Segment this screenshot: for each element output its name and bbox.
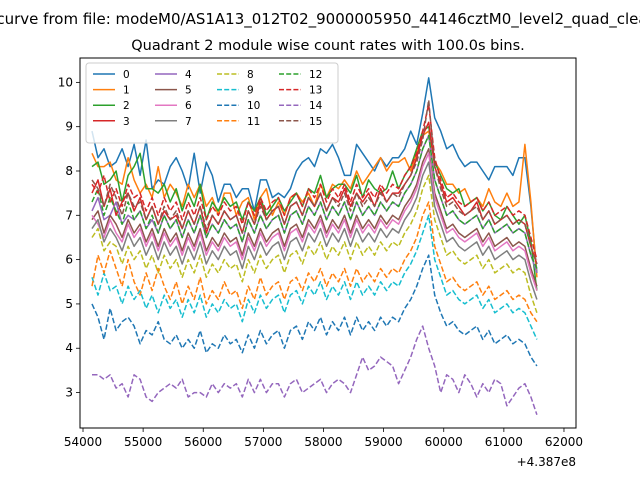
legend-frame: [85, 62, 339, 144]
legend-label-14: 14: [309, 100, 323, 112]
y-axis: 3 4 5 6 7 8 9 10: [58, 75, 80, 400]
y-tick-label: 6: [65, 253, 73, 267]
y-tick-label: 4: [65, 341, 73, 355]
legend-label-9: 9: [247, 85, 254, 97]
legend-label-13: 13: [309, 85, 322, 97]
y-tick-label: 10: [58, 75, 73, 89]
series-line-3: [91, 121, 538, 265]
x-tick-label: 59000: [365, 435, 403, 449]
y-tick-label: 8: [65, 164, 73, 178]
series-line-15: [91, 99, 538, 265]
legend-label-15: 15: [309, 116, 322, 128]
series-line-14: [92, 325, 538, 415]
y-tick-label: 7: [65, 208, 73, 222]
x-axis: 54000 55000 56000 57000 58000 59000 60000 61000…: [64, 428, 583, 449]
x-tick-label: 58000: [304, 435, 342, 449]
legend-label-8: 8: [247, 69, 254, 81]
x-tick-label: 60000: [425, 435, 463, 449]
series-line-2: [91, 125, 538, 291]
legend-label-1: 1: [123, 85, 130, 97]
y-tick-label: 9: [65, 120, 73, 134]
series-line-12: [91, 134, 538, 269]
legend-label-6: 6: [185, 100, 192, 112]
x-tick-label: 57000: [244, 435, 282, 449]
y-tick-label: 3: [65, 386, 73, 400]
x-tick-label: 56000: [184, 435, 222, 449]
x-offset-label: +4.387e8: [517, 455, 576, 469]
legend-label-12: 12: [309, 69, 322, 81]
chart-title: Quadrant 2 module wise count rates with …: [131, 38, 525, 54]
x-tick-label: 54000: [64, 435, 102, 449]
series-line-0: [91, 77, 538, 273]
plot-frame: [79, 57, 577, 429]
legend-label-7: 7: [185, 116, 192, 128]
series-line-10: [91, 254, 538, 367]
x-tick-label: 61000: [485, 435, 523, 449]
series-line-6: [91, 152, 538, 291]
x-tick-label: 55000: [124, 435, 162, 449]
series-line-8: [91, 174, 538, 314]
legend-label-4: 4: [185, 69, 192, 81]
legend-label-5: 5: [185, 85, 192, 97]
series-line-5: [91, 148, 538, 287]
x-tick-label: 62000: [545, 435, 583, 449]
y-tick-label: 5: [65, 297, 73, 311]
series-line-13: [91, 103, 538, 260]
figure-suptitle: Light curve from file: modeM0/AS1A13_012…: [0, 10, 640, 29]
legend-label-3: 3: [123, 116, 130, 128]
series-line-9: [91, 214, 538, 340]
series-line-7: [91, 161, 538, 300]
legend-label-0: 0: [123, 69, 130, 81]
legend-label-11: 11: [247, 116, 260, 128]
series-layer: [91, 77, 538, 415]
legend-label-10: 10: [247, 100, 260, 112]
legend-label-2: 2: [123, 100, 130, 112]
series-line-11: [91, 201, 538, 323]
